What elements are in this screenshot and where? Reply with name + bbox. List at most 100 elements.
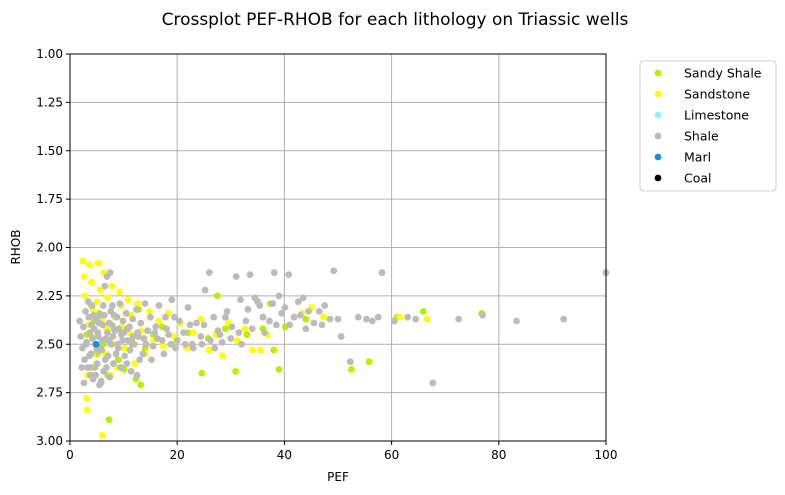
data-point [286, 321, 294, 329]
data-point [198, 369, 206, 377]
data-point [429, 379, 437, 387]
x-tick-label: 0 [66, 448, 74, 462]
data-point [108, 321, 116, 329]
data-point [315, 307, 323, 315]
data-point [244, 306, 252, 313]
data-point [133, 306, 140, 313]
data-point [285, 271, 293, 278]
data-point [297, 311, 304, 319]
data-point [168, 296, 176, 304]
data-point [82, 395, 90, 402]
data-point [139, 350, 147, 358]
data-point [404, 313, 412, 321]
data-point [76, 317, 84, 325]
data-point [85, 261, 93, 269]
data-point [151, 329, 159, 337]
data-point [368, 317, 376, 325]
chart-title: Crossplot PEF-RHOB for each lithology on… [162, 10, 629, 30]
data-point [83, 406, 91, 414]
data-point [99, 302, 107, 309]
data-point [197, 333, 205, 340]
data-point [82, 307, 89, 315]
data-point [412, 315, 420, 323]
legend-label: Marl [684, 150, 711, 165]
legend-label: Limestone [684, 108, 749, 123]
data-point [259, 313, 267, 321]
series-marl [92, 340, 100, 348]
data-point [423, 315, 431, 323]
data-point [346, 358, 354, 366]
data-point [98, 431, 106, 439]
data-point [77, 333, 85, 340]
data-point [227, 335, 235, 342]
data-point [334, 315, 342, 323]
data-point [152, 323, 160, 331]
data-point [172, 344, 179, 352]
data-point [198, 340, 206, 348]
data-point [181, 340, 189, 348]
data-point [103, 364, 110, 371]
data-point [110, 360, 117, 367]
x-tick-label: 20 [170, 448, 185, 462]
data-point [141, 300, 149, 308]
data-point [81, 356, 88, 364]
data-point [155, 302, 163, 309]
data-point [299, 294, 307, 302]
y-tick-label: 1.50 [36, 144, 63, 158]
data-point [78, 364, 86, 371]
data-point [222, 325, 229, 333]
y-tick-label: 2.00 [36, 241, 63, 255]
legend-marker [654, 111, 662, 119]
data-point [112, 350, 120, 358]
data-point [275, 292, 283, 300]
data-point [124, 296, 132, 304]
data-point [321, 302, 328, 309]
data-point [238, 340, 245, 348]
data-point [207, 336, 214, 344]
grid-lines [69, 53, 607, 442]
x-tick-label: 80 [491, 448, 506, 462]
data-point [84, 298, 92, 306]
legend-marker [654, 174, 662, 182]
data-point [201, 286, 209, 294]
data-point [80, 379, 88, 387]
legend-marker [654, 153, 662, 161]
data-point [184, 304, 192, 311]
data-point [186, 321, 194, 329]
y-tick-label: 1.75 [36, 192, 63, 206]
x-tick-label: 100 [595, 448, 618, 462]
data-point [218, 352, 226, 360]
data-point [147, 313, 154, 321]
data-point [228, 323, 236, 331]
data-point [265, 317, 273, 325]
legend-marker [654, 90, 662, 98]
data-point [193, 319, 200, 327]
data-point [205, 269, 213, 277]
data-point [175, 317, 183, 325]
data-point [200, 321, 208, 329]
data-point [88, 321, 95, 329]
data-point [104, 294, 111, 302]
data-point [94, 329, 102, 337]
y-axis-label: RHOB [9, 229, 23, 264]
data-point [254, 298, 261, 306]
data-point [100, 311, 108, 319]
data-point [84, 364, 92, 371]
data-point [107, 307, 115, 315]
data-point [396, 313, 404, 321]
data-point [130, 360, 138, 367]
data-point [121, 352, 129, 360]
series-sandstone [79, 257, 431, 439]
data-point [189, 329, 197, 337]
data-point [106, 373, 114, 381]
data-point [91, 364, 99, 371]
data-point [214, 292, 221, 300]
data-point [210, 313, 218, 321]
data-point [241, 325, 249, 333]
data-point [330, 267, 338, 275]
y-tick-label: 2.50 [36, 337, 63, 351]
data-point [318, 321, 326, 329]
data-point [88, 278, 95, 286]
data-point [223, 307, 231, 315]
